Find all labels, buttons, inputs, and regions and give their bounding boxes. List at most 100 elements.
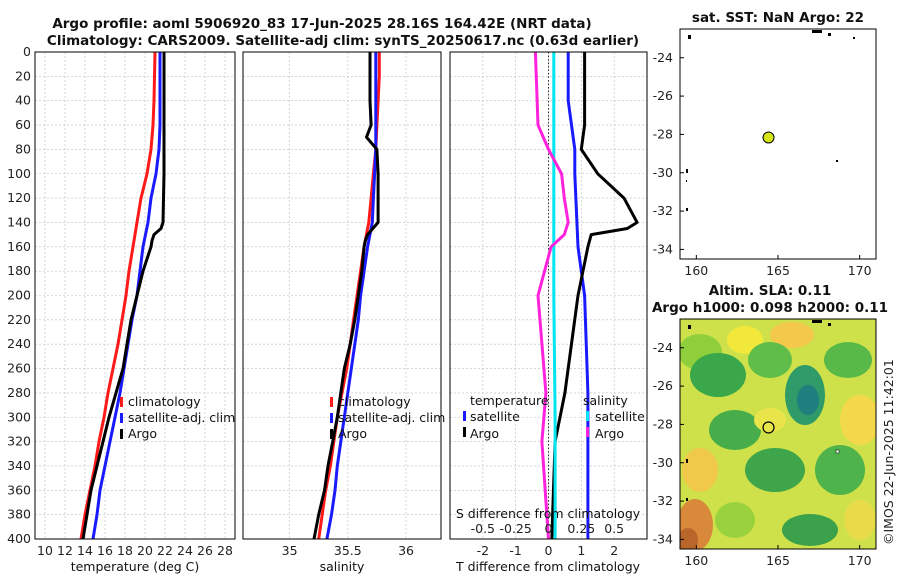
land-dot xyxy=(828,323,831,326)
x-tick-label: 18 xyxy=(117,543,133,558)
lat-tick-label: -24 xyxy=(653,340,673,355)
series-line-argo xyxy=(81,52,166,540)
series-line-s-satellite xyxy=(552,52,557,539)
temperature-x-label: temperature (deg C) xyxy=(71,559,200,574)
land-dot xyxy=(828,33,831,36)
lon-tick-label: 170 xyxy=(848,553,872,568)
sla-blob xyxy=(824,342,872,378)
series-line-t-argo xyxy=(550,52,639,540)
sst-lon-ticks: 160 165 170 xyxy=(684,255,872,278)
lat-tick-label: -32 xyxy=(653,203,673,218)
legend-s-satellite-label: satellite xyxy=(595,409,645,424)
figure-title-line1: Argo profile: aoml 5906920_83 17-Jun-202… xyxy=(52,16,591,32)
y-tick-label: 40 xyxy=(15,93,31,108)
series-line-t-satellite xyxy=(566,52,590,539)
series-line-argo xyxy=(312,52,380,540)
s-tick-label: -0.25 xyxy=(499,521,531,536)
legend-argo-swatch xyxy=(330,429,333,439)
sla-blob xyxy=(682,448,718,492)
sst-map-panel: sat. SST: NaN Argo: 22 160 165 170 -24-26-… xyxy=(653,10,877,278)
x-tick-label: 24 xyxy=(177,543,193,558)
legend-salinity-title: salinity xyxy=(583,393,628,408)
difference-legend: temperature satellite Argo salinity sate… xyxy=(463,393,645,441)
temperature-legend: climatology satellite-adj. clim Argo xyxy=(120,394,235,441)
legend-climatology-label: climatology xyxy=(338,394,411,409)
temperature-grid xyxy=(35,51,235,540)
y-tick-label: 120 xyxy=(7,190,31,205)
argo-position-marker xyxy=(762,131,775,144)
sla-blob xyxy=(748,342,792,378)
lat-tick-label: -30 xyxy=(653,165,673,180)
difference-x-ticks: -2 -1 0 1 2 xyxy=(477,543,619,558)
lat-tick-label: -28 xyxy=(653,416,673,431)
argo-position-marker xyxy=(762,421,775,434)
legend-satellite-label: satellite-adj. clim xyxy=(338,410,445,425)
legend-s-satellite-swatch xyxy=(586,411,589,421)
land-dot xyxy=(812,30,822,33)
y-tick-label: 260 xyxy=(7,361,31,376)
x-tick-label: 35 xyxy=(282,543,298,558)
depth-y-ticks: 0 20 40 60 80 100 120 140 160 180 200 220 240 260 280 3… xyxy=(7,44,31,546)
difference-panel: -2 -1 0 1 2 -0.5 -0.25 0 0.25 0.5 T difference f… xyxy=(449,51,648,574)
y-tick-label: 100 xyxy=(7,166,31,181)
land-dot xyxy=(812,320,822,323)
imos-watermark: ©IMOS 22-Jun-2025 11:42:01 xyxy=(881,359,896,545)
lat-tick-label: -34 xyxy=(653,531,673,546)
sla-blob xyxy=(715,502,755,538)
difference-x-label: T difference from climatology xyxy=(455,559,641,574)
figure-title-line2: Climatology: CARS2009. Satellite-adj cli… xyxy=(47,33,639,49)
x-tick-label: 1 xyxy=(577,543,585,558)
y-tick-label: 380 xyxy=(7,507,31,522)
difference-s-label: S difference from climatology xyxy=(456,506,641,521)
land-dot xyxy=(853,37,855,39)
sla-field xyxy=(680,319,876,549)
land-dot xyxy=(686,180,687,182)
salinity-frame xyxy=(242,51,442,540)
land-dot xyxy=(686,498,688,501)
sla-blob xyxy=(844,500,876,540)
sla-map-title-line2: Argo h1000: 0.098 h2000: 0.11 xyxy=(652,300,888,316)
salinity-series xyxy=(312,52,381,540)
lon-tick-label: 165 xyxy=(766,553,790,568)
sla-blob xyxy=(690,353,746,397)
sla-land-dots xyxy=(686,320,840,501)
y-tick-label: 320 xyxy=(7,434,31,449)
x-tick-label: 36 xyxy=(398,543,414,558)
y-tick-label: 140 xyxy=(7,214,31,229)
legend-t-argo-swatch xyxy=(463,427,466,437)
legend-satellite-swatch xyxy=(120,413,123,423)
y-tick-label: 200 xyxy=(7,288,31,303)
land-dot xyxy=(835,449,840,454)
legend-s-argo-swatch xyxy=(586,427,589,437)
sla-blob xyxy=(782,514,838,546)
sla-blob xyxy=(727,326,763,354)
y-tick-label: 80 xyxy=(15,141,31,156)
x-tick-label: 10 xyxy=(37,543,53,558)
sla-lon-ticks: 160 165 170 xyxy=(684,545,872,568)
y-tick-label: 300 xyxy=(7,409,31,424)
land-dot xyxy=(688,325,691,329)
lon-tick-label: 165 xyxy=(766,263,790,278)
lat-tick-label: -24 xyxy=(653,50,673,65)
x-tick-label: 14 xyxy=(77,543,93,558)
s-tick-label: -0.5 xyxy=(471,521,495,536)
y-tick-label: 400 xyxy=(7,531,31,546)
lat-tick-label: -34 xyxy=(653,241,673,256)
land-dot xyxy=(686,208,688,211)
difference-series xyxy=(533,51,639,540)
series-line-satellite-adj-clim xyxy=(325,52,378,540)
lon-tick-label: 160 xyxy=(684,553,708,568)
x-tick-label: 0 xyxy=(545,543,553,558)
sst-land-dots xyxy=(686,30,855,211)
s-tick-label: 0 xyxy=(545,521,553,536)
sla-map-title-line1: Altim. SLA: 0.11 xyxy=(709,283,831,299)
x-tick-label: 26 xyxy=(197,543,213,558)
s-tick-label: 0.25 xyxy=(567,521,595,536)
legend-argo-label: Argo xyxy=(128,426,157,441)
sla-blob xyxy=(709,410,761,450)
legend-climatology-swatch xyxy=(120,397,123,407)
y-tick-label: 20 xyxy=(15,68,31,83)
land-dot xyxy=(688,35,691,39)
